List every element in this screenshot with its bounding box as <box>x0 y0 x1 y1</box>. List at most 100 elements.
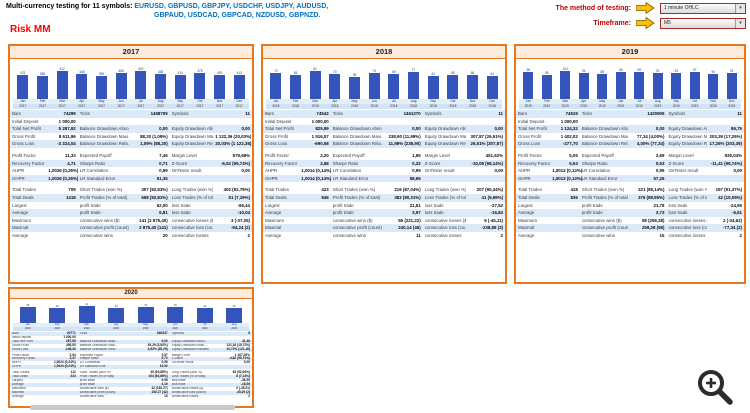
stat-value: 0,99 <box>412 168 421 174</box>
chart-bar <box>96 76 107 99</box>
stats-row: Gross Profit 436,05 Balance Drawdown Maxi.… <box>10 342 252 348</box>
stat-label: consecutive losses <box>171 232 209 238</box>
stat-label: Total Deals <box>265 194 287 200</box>
section-spacer <box>10 369 252 372</box>
stat-value: -3 324,04 <box>57 141 76 147</box>
stat-value: 0,96 <box>161 360 168 365</box>
stat-label: Balance Drawdown Maxi... <box>581 133 628 139</box>
stat-label: loss trade <box>171 382 186 386</box>
stat-label: Average <box>265 210 282 216</box>
stat-value: 21,78 <box>653 202 665 208</box>
stat-value: 0,00 <box>733 168 742 174</box>
stats-row: Profit Factor 2,94 Expected Payoff 2,57 Marg… <box>10 353 252 358</box>
timeframe-dropdown[interactable]: M5 ▾ <box>660 17 746 29</box>
x-axis-month-label: Apr <box>101 323 131 327</box>
x-axis-year-label: 2018 <box>305 104 326 109</box>
stat-value: -45,29 (2) <box>236 389 250 394</box>
stat-label: Gross Loss <box>265 141 288 147</box>
stat-value: 112 <box>70 370 76 375</box>
stat-label: profit trade <box>332 210 354 216</box>
stats-row: GHPR 1,0024 (0,24%) LR Standard Error 10,92 <box>10 364 252 370</box>
stat-value: 418 <box>570 187 578 193</box>
horizontal-scrollbar-thumb[interactable] <box>30 405 235 410</box>
stat-label: consecutive losses ($) <box>424 217 467 223</box>
stat-value <box>299 217 330 225</box>
stats-row: Largest profit trade 9,98 loss trade -36,50 <box>10 378 252 383</box>
bar-value-label: 77 <box>411 68 416 73</box>
stat-value: 1,09% (88,20) <box>140 141 168 147</box>
x-axis-year-label: 2017 <box>52 104 73 109</box>
stat-value: 11,33 <box>65 152 76 158</box>
stat-label: Short Trades (won %) <box>581 187 625 193</box>
stat-value: 860337 <box>157 331 168 335</box>
stat-value: 197 (91,37%) <box>715 187 742 193</box>
risk-mm-label: Risk MM <box>10 24 51 35</box>
stat-value: 11 <box>737 111 742 116</box>
stat-label: Largest <box>265 202 280 208</box>
stat-value <box>299 224 330 232</box>
stats-row: Total Net Profit 5 287,92 Balance Drawdown… <box>10 125 252 133</box>
chart-bar <box>194 72 206 99</box>
stat-value: 11,98% (238,90) <box>388 141 421 147</box>
stat-label: Maximum <box>12 386 26 390</box>
stat-label: Ticks <box>79 111 90 116</box>
stat-label: Total Trades <box>265 187 289 193</box>
zoom-in-icon[interactable] <box>694 366 736 408</box>
stats-row: Initial Deposit 1 000,00 <box>10 118 252 126</box>
chart-column: 390 May 2017 <box>91 61 112 109</box>
x-axis-year-label: 2018 <box>344 104 365 109</box>
x-axis-month-label: Jan <box>13 99 33 104</box>
x-axis-month-label: May <box>593 99 612 104</box>
x-axis-month-label: Apr <box>325 99 345 104</box>
chart-column: 97 Oct 2019 <box>685 61 704 109</box>
stat-value: 1 000,00 <box>560 118 578 124</box>
chevron-down-icon[interactable]: ▾ <box>735 18 745 28</box>
bar-value-label: 512 <box>59 67 65 71</box>
stat-label: Equity Drawdown Maxi... <box>171 133 214 139</box>
stat-value: 121,16 (10,72%) <box>226 342 250 347</box>
stat-label: Bars <box>518 111 528 116</box>
stat-label: Bars <box>12 332 19 335</box>
stat-label: Loss Trades (% of total) <box>668 194 707 200</box>
stat-value: 88,20 (1,09%) <box>140 133 168 139</box>
stats-row: Maximal consecutive profit (count) 2 875,4… <box>10 224 252 232</box>
stat-value: 10,92 <box>159 364 168 369</box>
report-title: Multi-currency testing for 11 symbols: <box>6 3 133 10</box>
chevron-down-icon[interactable]: ▾ <box>735 3 745 13</box>
bar-value-label: 38 <box>26 303 30 307</box>
stat-value: 10,72% (121,16) <box>226 346 250 351</box>
bar-value-label: 410 <box>177 71 183 76</box>
stat-value: 825,99 <box>315 126 329 132</box>
chart-column: 39 Jun 2020 <box>160 301 190 331</box>
stat-value: 307 (92,83%) <box>141 187 168 193</box>
bar-value-label: 68 <box>451 70 455 75</box>
stat-value: 57,26 <box>653 175 665 181</box>
x-axis-year-label: 2020 <box>219 327 249 331</box>
year-panel-2020: 2020 38 Jan 2020 35 Feb 2020 41 Mar 2020 33 Apr 2020… <box>8 287 254 408</box>
bar-value-label: 448 <box>79 69 85 74</box>
x-axis-year-label: 2020 <box>13 327 43 331</box>
x-axis-year-label: 2019 <box>630 104 649 109</box>
stat-label: consecutive loss (count) <box>668 225 708 231</box>
stat-value: 1 124,32 <box>560 126 578 132</box>
stat-label: GHPR <box>12 175 25 181</box>
chart-column: 421 Jan 2017 <box>13 61 33 109</box>
stat-label: LR Standard Error <box>581 175 618 181</box>
stats-row: Average profit trade 3,73 loss trade -6,61 <box>516 209 744 217</box>
stat-label: Profit Trades (% of total) <box>79 194 128 200</box>
stat-label: consecutive wins ($) <box>581 217 622 223</box>
stat-value: 42 (152,27) <box>151 385 168 390</box>
method-of-testing-dropdown[interactable]: 1 minute OHLC ▾ <box>660 2 746 14</box>
stat-value: 5 287,92 <box>58 126 76 132</box>
x-axis-month-label: May <box>131 323 161 327</box>
method-of-testing-row: The method of testing: 1 minute OHLC ▾ <box>436 1 746 15</box>
bar-value-label: 88 <box>600 70 605 75</box>
stat-value: 0,00 <box>243 360 250 365</box>
stat-value: 104 (92,86%) <box>148 374 168 379</box>
stat-value: -16,84 <box>490 210 503 216</box>
bar-value-label: 502 <box>138 67 144 72</box>
stat-label: Bars <box>265 111 275 116</box>
stat-value: 0,32 <box>412 160 421 166</box>
stat-value: 4,00% (77,34) <box>636 141 665 147</box>
x-axis-month-label: Jul <box>630 99 649 104</box>
